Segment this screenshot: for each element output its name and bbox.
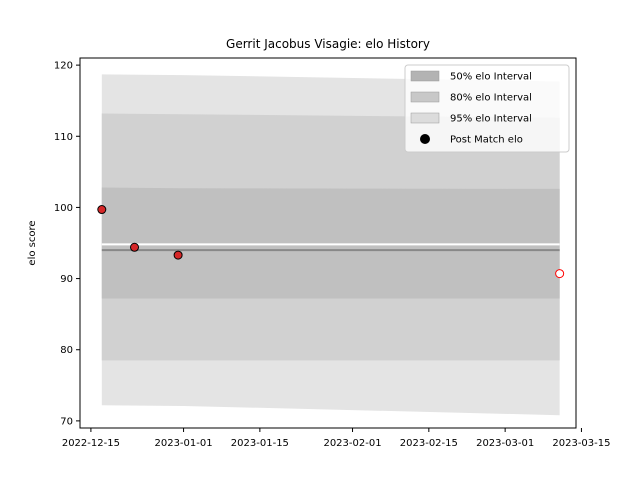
y-tick-label-110: 110 bbox=[54, 132, 73, 143]
legend-swatch-80-elo-interval bbox=[410, 91, 440, 103]
y-tick-label-120: 120 bbox=[54, 61, 73, 72]
x-tick-label-2023-01-15: 2023-01-15 bbox=[231, 438, 289, 449]
x-tick-label-2023-03-01: 2023-03-01 bbox=[476, 438, 534, 449]
y-tick-label-90: 90 bbox=[60, 274, 73, 285]
legend-label-post-match-elo: Post Match elo bbox=[450, 135, 523, 146]
legend-label-95-elo-interval: 95% elo Interval bbox=[450, 114, 532, 125]
x-tick-label-2023-01-01: 2023-01-01 bbox=[154, 438, 212, 449]
x-tick-label-2023-02-01: 2023-02-01 bbox=[323, 438, 381, 449]
axis-ticks: 70 80 90 100 110 120 2022-12-15 2023-01-01 2023-… bbox=[54, 61, 611, 449]
y-tick-label-80: 80 bbox=[60, 345, 73, 356]
plot-area bbox=[97, 74, 565, 416]
y-tick-label-70: 70 bbox=[60, 416, 73, 427]
x-tick-label-2023-03-15: 2023-03-15 bbox=[552, 438, 610, 449]
legend-box bbox=[404, 64, 570, 153]
x-tick-label-2022-12-15: 2022-12-15 bbox=[62, 438, 120, 449]
y-axis-title: elo score bbox=[27, 220, 38, 265]
chart-title: Gerrit Jacobus Visagie: elo History bbox=[226, 37, 430, 51]
post-match-elo-point-1 bbox=[97, 205, 107, 215]
legend-swatch-95-elo-interval bbox=[410, 112, 440, 124]
legend-marker-post-match-elo bbox=[420, 134, 430, 144]
legend: 50% elo Interval 80% elo Interval 95% elo … bbox=[404, 64, 570, 153]
interval-band-3 bbox=[101, 187, 560, 299]
post-match-elo-point-2 bbox=[130, 242, 140, 252]
plot-frame bbox=[79, 57, 577, 429]
legend-label-80-elo-interval: 80% elo Interval bbox=[450, 93, 532, 104]
y-tick-label-100: 100 bbox=[54, 203, 73, 214]
legend-label-50-elo-interval: 50% elo Interval bbox=[450, 72, 532, 83]
legend-swatch-50-elo-interval bbox=[410, 70, 440, 82]
post-match-elo-point-3 bbox=[173, 250, 183, 260]
post-match-elo-point-4 bbox=[555, 269, 565, 279]
x-tick-label-2023-02-15: 2023-02-15 bbox=[400, 438, 458, 449]
